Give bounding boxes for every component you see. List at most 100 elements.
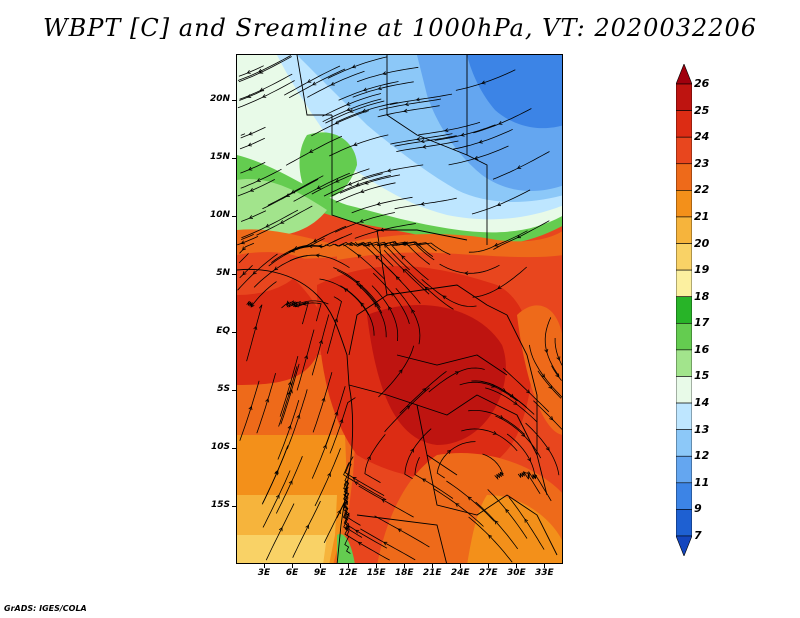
streamline-arrowhead <box>416 136 421 141</box>
streamline <box>384 387 430 433</box>
streamline <box>471 380 528 408</box>
streamline <box>238 65 264 77</box>
streamline-arrowhead <box>312 238 318 243</box>
colorbar-segment <box>676 322 692 351</box>
ocean-yellow-band <box>237 535 327 563</box>
colorbar-segment <box>676 163 692 191</box>
country-border <box>466 55 488 245</box>
streamline-arrowhead <box>497 285 502 290</box>
streamline <box>323 173 383 197</box>
streamline-arrowhead <box>355 182 360 187</box>
streamline <box>537 370 562 399</box>
streamline-arrowhead <box>397 528 402 533</box>
streamline-arrowhead <box>541 373 546 378</box>
colorbar-level-label: 18 <box>694 289 710 303</box>
colorbar-level-label: 12 <box>694 449 710 463</box>
lon-tick-label: 12E <box>338 568 358 578</box>
streamline-arrowhead <box>555 373 560 378</box>
streamline <box>246 304 263 362</box>
lat-tick-label: 5S <box>217 384 230 395</box>
colorbar-segment <box>676 402 692 430</box>
colorbar-level-label: 7 <box>694 529 702 542</box>
streamline-arrowhead <box>556 356 561 361</box>
streamline <box>284 65 341 96</box>
streamline-arrowhead <box>415 97 420 102</box>
streamline <box>338 81 399 101</box>
streamline-arrowhead <box>545 446 550 452</box>
streamline <box>383 249 430 295</box>
streamline-arrowhead <box>242 246 247 251</box>
streamline <box>311 314 330 376</box>
country-border <box>348 384 458 476</box>
streamline-arrowhead <box>381 499 386 503</box>
streamline-arrowhead <box>499 471 504 476</box>
streamline <box>261 446 288 505</box>
streamline-arrowhead <box>334 318 338 323</box>
streamline <box>342 480 361 526</box>
streamline-arrowhead <box>505 508 510 513</box>
streamline <box>265 503 295 561</box>
streamline-arrowhead <box>442 295 447 300</box>
streamline-arrowhead <box>279 220 285 224</box>
colorbar-level-label: 20 <box>694 236 710 250</box>
streamline-arrowhead <box>367 455 371 461</box>
streamline-arrowhead <box>278 527 283 532</box>
streamline-arrowhead <box>318 244 323 249</box>
hottest-core-region <box>367 305 506 445</box>
streamline <box>433 488 484 527</box>
streamline-arrowhead <box>248 405 253 411</box>
streamline-arrowhead <box>352 477 357 481</box>
grads-credit: GrADS: IGES/COLA <box>4 604 87 613</box>
lon-tick-label: 21E <box>422 568 442 578</box>
streamline-arrowhead <box>481 80 486 85</box>
streamline-arrowhead <box>275 494 280 499</box>
streamline <box>241 234 254 240</box>
country-border <box>237 268 354 563</box>
streamline <box>455 69 516 91</box>
colorbar-segment <box>676 83 692 111</box>
streamline <box>336 463 352 519</box>
streamline <box>280 363 300 425</box>
country-border <box>386 284 508 316</box>
wbpt-field-plot <box>237 55 562 563</box>
streamline <box>240 162 266 174</box>
streamline <box>421 279 477 307</box>
lon-tick-label: 27E <box>478 568 498 578</box>
streamline <box>395 287 421 345</box>
streamline-arrowhead <box>526 389 531 394</box>
streamline <box>354 223 416 239</box>
streamline-arrowhead <box>304 354 309 360</box>
streamline-arrowhead <box>421 478 427 483</box>
streamline-arrowhead <box>305 524 310 529</box>
streamline <box>351 196 413 214</box>
streamline-arrowhead <box>353 142 358 147</box>
streamline <box>428 367 485 393</box>
streamline-arrowhead <box>360 302 365 307</box>
streamline <box>237 179 275 197</box>
streamline-arrowhead <box>265 223 270 228</box>
streamline <box>379 241 437 252</box>
lat-tick-mark <box>232 506 236 508</box>
streamline-arrowhead <box>355 280 360 285</box>
streamline-arrowhead <box>402 268 407 273</box>
streamline <box>239 265 253 279</box>
streamline <box>461 428 518 452</box>
streamline-arrowhead <box>354 529 360 534</box>
streamline-arrowhead <box>248 215 254 219</box>
lat-tick-label: 15S <box>210 500 230 511</box>
country-border <box>506 314 548 496</box>
streamline-arrowhead <box>346 107 351 112</box>
green-patch-west <box>237 179 327 237</box>
streamline-arrowhead <box>253 325 258 330</box>
colorbar-level-label: 23 <box>694 156 710 170</box>
country-border <box>386 55 468 156</box>
streamline <box>533 400 562 430</box>
streamline-arrowhead <box>274 470 279 476</box>
colorbar-level-label: 25 <box>694 103 710 117</box>
country-border <box>296 55 332 116</box>
streamline-arrowhead <box>420 201 425 206</box>
lon-tick-label: 6E <box>285 568 299 578</box>
streamline <box>238 56 292 83</box>
streamline <box>331 175 391 197</box>
streamline-arrowhead <box>362 108 367 113</box>
